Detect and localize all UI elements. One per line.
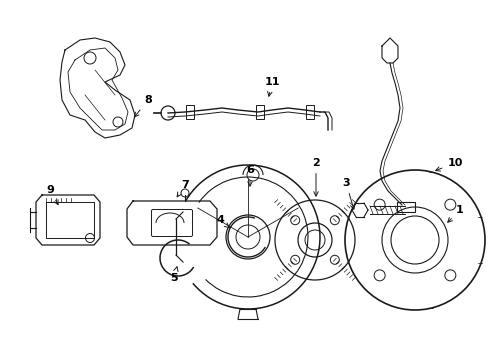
- Text: 9: 9: [46, 185, 58, 204]
- Text: 2: 2: [311, 158, 319, 196]
- Bar: [185, 105, 194, 119]
- Bar: [305, 105, 313, 119]
- Text: 3: 3: [342, 178, 354, 209]
- Text: 8: 8: [134, 95, 152, 117]
- Text: 10: 10: [435, 158, 462, 171]
- Text: 5: 5: [170, 267, 178, 283]
- Text: 11: 11: [264, 77, 279, 96]
- Bar: [46, 202, 94, 238]
- Text: 6: 6: [245, 165, 253, 186]
- Text: 1: 1: [447, 205, 463, 222]
- Text: 4: 4: [216, 215, 229, 228]
- Bar: [396, 202, 414, 212]
- Text: 7: 7: [177, 180, 188, 197]
- Bar: [256, 105, 264, 119]
